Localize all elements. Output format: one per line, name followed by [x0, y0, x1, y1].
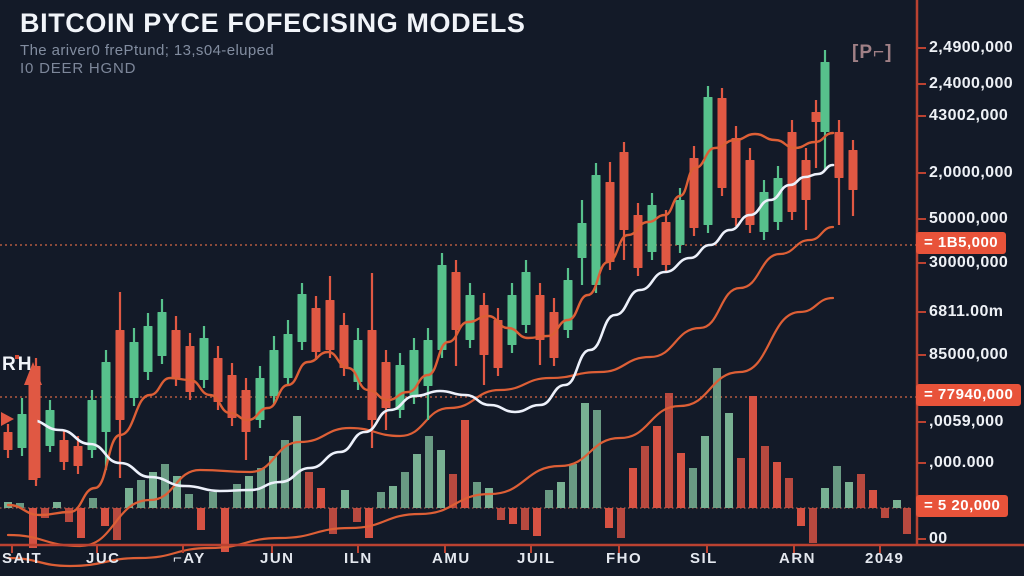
corner-brand-icon: [P⌐] [852, 42, 893, 63]
left-price-marker [1, 412, 14, 426]
ma-white-line [28, 163, 835, 493]
chart-subtitle-2: I0 DEER HGND [20, 60, 137, 78]
candlestick-series [3, 50, 858, 486]
red-dot-icon [15, 355, 19, 359]
rh-watermark-label: RH [2, 354, 33, 376]
chart-header: BITCOIN PYCE FOFECISING MODELS The arive… [20, 8, 526, 77]
volume-series [4, 368, 911, 552]
up-arrow-marker [24, 362, 42, 480]
rh-text: RH [2, 354, 34, 375]
page-title: BITCOIN PYCE FOFECISING MODELS [20, 8, 526, 38]
chart-subtitle: The ariver0 frePtund; 13,s04-eluped [20, 42, 275, 60]
axis-frame [0, 0, 1024, 553]
ma-orange-fast-line [6, 131, 835, 517]
